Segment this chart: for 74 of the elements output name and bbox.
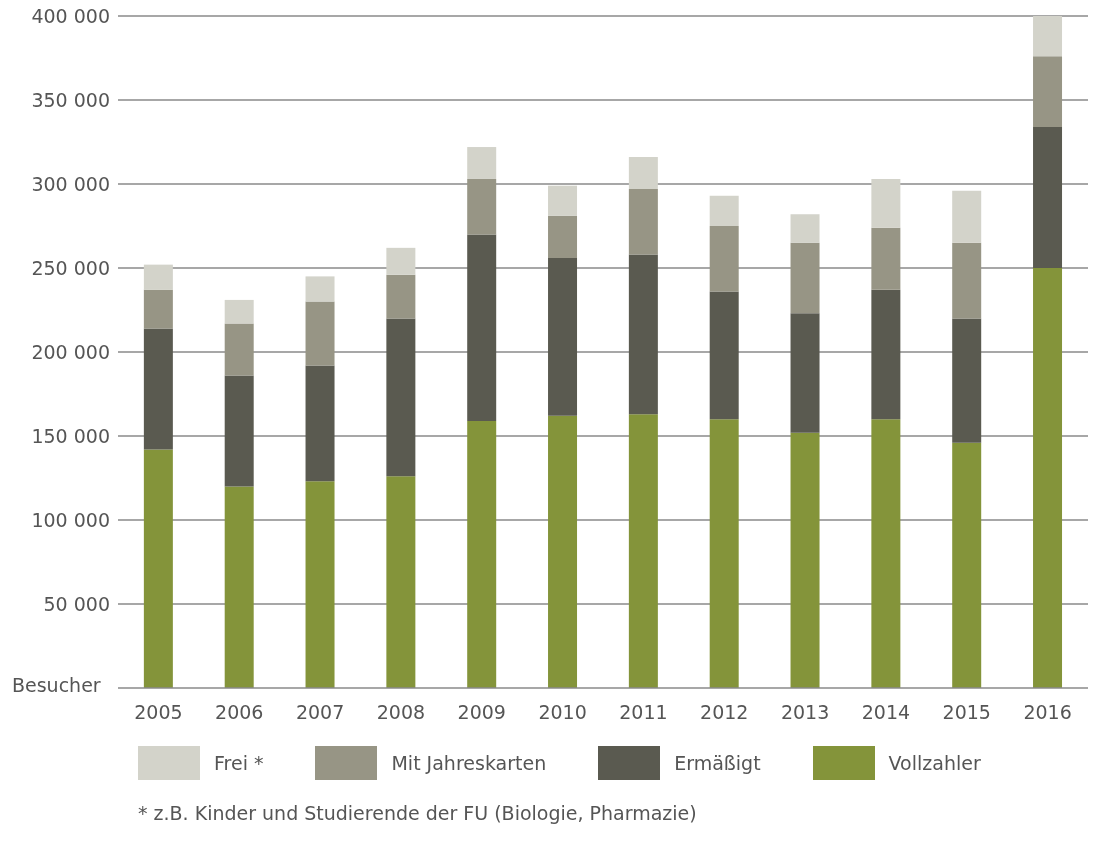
y-tick-label: 200 000 (31, 340, 110, 363)
bar (305, 481, 335, 688)
legend-label: Frei * (214, 752, 264, 774)
bar (709, 226, 739, 292)
y-axis-title: Besucher (12, 674, 101, 696)
y-tick-label: 300 000 (31, 172, 110, 195)
y-tick-label: 50 000 (43, 592, 110, 615)
x-tick-label: 2007 (295, 701, 345, 724)
x-tick-label: 2013 (780, 701, 830, 724)
x-tick-label: 2005 (134, 701, 183, 724)
bar (548, 185, 578, 216)
bar (628, 189, 658, 255)
bar (871, 227, 901, 290)
y-tick-label: 250 000 (31, 256, 110, 279)
bar (467, 420, 497, 688)
bar (386, 318, 416, 477)
bar (709, 291, 739, 420)
legend-label: Mit Jahreskarten (391, 752, 547, 774)
bar (143, 328, 173, 450)
bar (790, 313, 820, 433)
bar (305, 301, 335, 366)
bar (628, 254, 658, 415)
bar (143, 449, 173, 688)
bar (871, 289, 901, 420)
bar (224, 375, 254, 487)
bar (386, 274, 416, 319)
y-tick-label: 150 000 (31, 424, 110, 447)
bar (952, 190, 982, 243)
y-tick-label: 350 000 (31, 88, 110, 111)
bar (224, 486, 254, 688)
text: * z.B. Kinder und Studierende der FU (Biologie, Pharmazie) (137, 802, 698, 824)
bar (224, 299, 254, 324)
x-tick-label: 2016 (1023, 701, 1072, 724)
bar (628, 157, 658, 190)
bar (871, 419, 901, 688)
bar (143, 264, 173, 290)
x-tick-label: 2012 (700, 701, 749, 724)
bar (1033, 56, 1063, 127)
bar (790, 214, 820, 243)
x-tick-label: 2011 (619, 701, 668, 724)
bar (305, 365, 335, 482)
bar (790, 432, 820, 688)
bar (952, 242, 982, 319)
x-tick-label: 2008 (376, 701, 426, 724)
bar (305, 276, 335, 302)
bar (467, 147, 497, 179)
bar (467, 234, 497, 421)
bar (467, 178, 497, 235)
bar (143, 289, 173, 329)
bar (548, 257, 578, 416)
bar (952, 442, 982, 688)
bar (871, 178, 901, 228)
bar (224, 323, 254, 376)
x-tick-label: 2009 (457, 701, 506, 724)
legend-label: Vollzahler (888, 752, 981, 774)
bar (548, 215, 578, 258)
x-tick-label: 2015 (942, 701, 991, 724)
bar (1033, 126, 1063, 268)
bar (548, 415, 578, 688)
x-tick-label: 2014 (861, 701, 911, 724)
legend-label: Ermäßigt (674, 752, 761, 774)
x-tick-label: 2010 (538, 701, 587, 724)
x-tick-label: 2006 (215, 701, 264, 724)
bar (709, 419, 739, 688)
bar (386, 247, 416, 275)
bar (790, 242, 820, 314)
bar (1033, 16, 1063, 57)
bar (628, 414, 658, 688)
bar (952, 318, 982, 443)
bar (709, 195, 739, 226)
y-tick-label: 400 000 (31, 4, 110, 27)
y-tick-label: 100 000 (31, 508, 110, 531)
bar (1033, 268, 1063, 688)
bar (386, 476, 416, 688)
